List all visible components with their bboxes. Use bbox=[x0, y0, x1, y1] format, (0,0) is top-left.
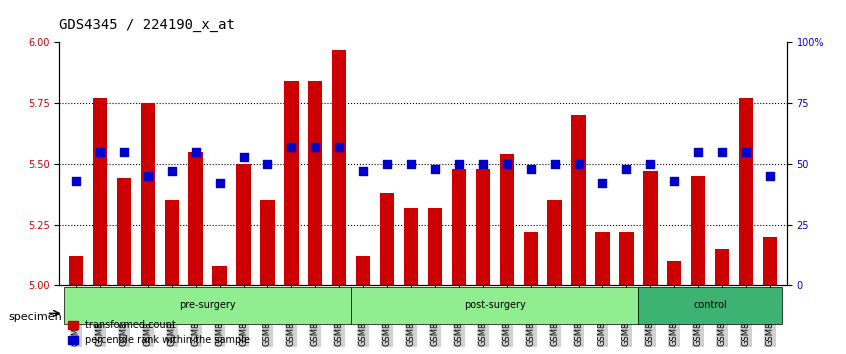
Point bbox=[93, 149, 107, 155]
Point bbox=[716, 149, 729, 155]
Point bbox=[404, 161, 418, 167]
Bar bbox=[261, 200, 275, 285]
Bar bbox=[117, 178, 131, 285]
Text: GDS4345 / 224190_x_at: GDS4345 / 224190_x_at bbox=[59, 18, 235, 32]
Bar bbox=[212, 266, 227, 285]
Point bbox=[284, 144, 298, 150]
Bar bbox=[643, 171, 657, 285]
Point bbox=[332, 144, 346, 150]
Point bbox=[572, 161, 585, 167]
Bar bbox=[715, 249, 729, 285]
Bar bbox=[667, 261, 682, 285]
Point bbox=[596, 181, 609, 186]
Bar bbox=[69, 256, 83, 285]
Point bbox=[691, 149, 705, 155]
Point bbox=[476, 161, 490, 167]
Text: pre-surgery: pre-surgery bbox=[179, 301, 236, 310]
FancyBboxPatch shape bbox=[64, 287, 351, 324]
FancyBboxPatch shape bbox=[639, 287, 782, 324]
Legend: transformed count, percentile rank within the sample: transformed count, percentile rank withi… bbox=[64, 316, 255, 349]
Bar bbox=[140, 103, 155, 285]
Point bbox=[189, 149, 202, 155]
Point bbox=[261, 161, 274, 167]
Bar bbox=[189, 152, 203, 285]
Point bbox=[619, 166, 633, 172]
Point bbox=[381, 161, 394, 167]
Point bbox=[213, 181, 227, 186]
Point bbox=[141, 173, 155, 179]
Bar bbox=[428, 207, 442, 285]
Point bbox=[667, 178, 681, 184]
Point bbox=[69, 178, 83, 184]
Point bbox=[524, 166, 537, 172]
Bar bbox=[763, 237, 777, 285]
FancyBboxPatch shape bbox=[351, 287, 639, 324]
Text: specimen: specimen bbox=[8, 312, 63, 322]
Bar bbox=[356, 256, 371, 285]
Bar bbox=[475, 169, 490, 285]
Bar bbox=[164, 200, 179, 285]
Point bbox=[763, 173, 777, 179]
Point bbox=[237, 154, 250, 159]
Point bbox=[644, 161, 657, 167]
Point bbox=[452, 161, 465, 167]
Bar bbox=[284, 81, 299, 285]
Text: post-surgery: post-surgery bbox=[464, 301, 525, 310]
Bar bbox=[380, 193, 394, 285]
Text: control: control bbox=[694, 301, 727, 310]
Bar bbox=[236, 164, 250, 285]
Bar bbox=[596, 232, 610, 285]
Bar bbox=[404, 207, 418, 285]
Bar bbox=[547, 200, 562, 285]
Point bbox=[165, 168, 179, 174]
Point bbox=[739, 149, 753, 155]
Bar bbox=[452, 169, 466, 285]
Point bbox=[356, 168, 370, 174]
Bar bbox=[500, 154, 514, 285]
Bar bbox=[691, 176, 706, 285]
Point bbox=[500, 161, 514, 167]
Bar bbox=[93, 98, 107, 285]
Bar bbox=[308, 81, 322, 285]
Bar bbox=[524, 232, 538, 285]
Bar bbox=[619, 232, 634, 285]
Point bbox=[117, 149, 130, 155]
Point bbox=[428, 166, 442, 172]
Bar bbox=[332, 50, 346, 285]
Point bbox=[309, 144, 322, 150]
Bar bbox=[739, 98, 753, 285]
Bar bbox=[571, 115, 585, 285]
Point bbox=[548, 161, 562, 167]
